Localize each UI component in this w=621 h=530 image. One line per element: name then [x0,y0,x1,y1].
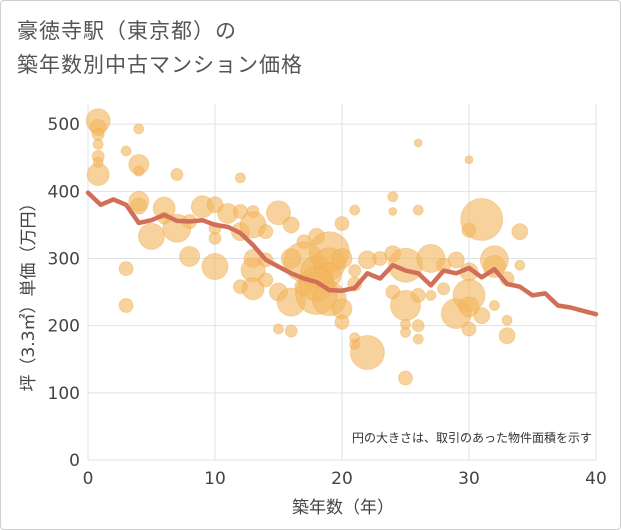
bubble-point [398,370,413,386]
bubble-point [170,168,184,182]
bubble-point [437,282,451,296]
axis-ticks: 0 100 200 300 400 500 0 10 20 30 40 [48,115,607,489]
chart-title-line-2: 築年数別中古マンション価格 [17,53,303,77]
bubble-point [334,314,350,330]
bubble-point [258,272,274,288]
bubble-point [412,333,424,345]
bubble-point [130,197,148,215]
x-tick-label: 30 [458,469,480,489]
y-tick-label: 0 [69,451,80,471]
bubble-point [241,277,265,301]
bubble-point [410,287,426,303]
bubble-point [498,327,516,345]
size-legend-note: 円の大きさは、取引のあった物件面積を示す [352,430,592,445]
bubble-point [388,206,398,216]
bubble-point [511,223,529,241]
bubble-point [473,307,491,325]
trend-series [85,190,599,317]
bubble-point [447,251,465,269]
bubble-point [201,253,229,281]
bubble-point [234,172,246,184]
x-tick-label: 20 [331,469,353,489]
bubble-point [92,138,104,150]
y-tick-label: 200 [48,317,80,337]
x-tick-label: 40 [585,469,607,489]
bubble-point [334,216,350,232]
chart-title: 豪徳寺駅（東京都）の 築年数別中古マンション価格 [17,14,303,82]
x-tick-label: 10 [204,469,226,489]
bubble-point [514,259,526,271]
bubble-point [118,261,134,277]
y-axis-label: 坪（3.3㎡）単価（万円） [19,194,39,391]
bubble-point [464,155,474,165]
bubble-point [387,191,399,203]
bubble-point [138,222,165,250]
bubble-point [348,264,362,278]
bubble-point [133,165,145,177]
bubble-point [411,319,425,333]
y-tick-label: 400 [48,182,80,202]
bubble-series [85,108,529,386]
bubble-point [86,163,110,187]
y-tick-label: 300 [48,249,80,269]
x-tick-label: 0 [83,469,94,489]
bubble-point [258,224,274,240]
bubble-point [282,216,300,234]
bubble-point [488,300,500,312]
bubble-point [118,298,134,314]
bubble-point [266,200,291,226]
average-price-line [85,190,599,317]
bubble-point [425,289,437,301]
bubble-point [133,123,145,135]
bubble-point [349,335,385,371]
bubble-point [460,198,504,242]
bubble-point [179,245,201,267]
bubble-point [284,324,298,338]
y-tick-label: 500 [48,115,80,135]
bubble-point [461,321,477,337]
bubble-point [120,145,132,157]
bubble-point [412,204,424,216]
bubble-point [273,323,284,335]
bubble-point [349,204,361,216]
bubble-point [458,296,480,318]
x-axis-label: 築年数（年） [292,498,394,518]
bubble-point [501,314,513,326]
bubble-point [91,127,105,141]
bubble-point [413,138,423,148]
bubble-point [331,247,353,269]
bubble-point [400,326,411,338]
chart-title-line-1: 豪徳寺駅（東京都）の [17,19,237,43]
y-tick-label: 100 [48,384,80,404]
grid-lines [87,104,597,461]
